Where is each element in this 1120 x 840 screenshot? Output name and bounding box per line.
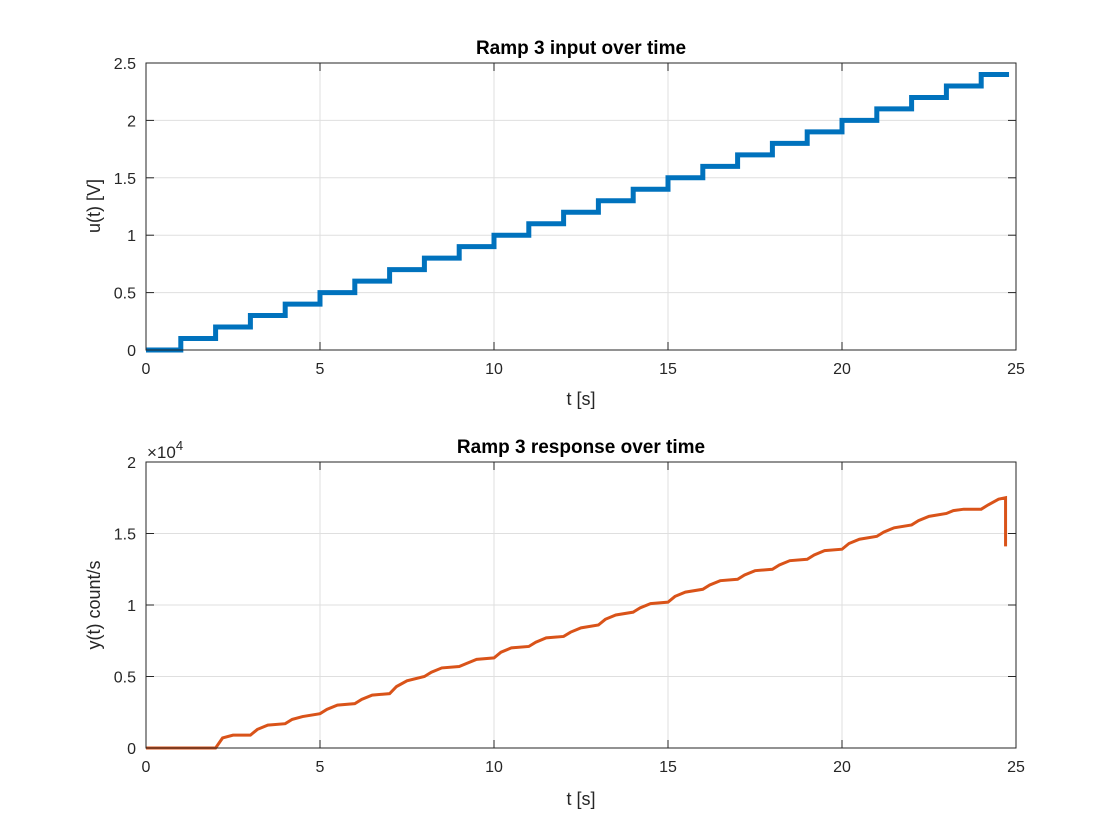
input-plot-area [146, 63, 1016, 350]
input-plot-ytick-label: 0 [127, 343, 136, 360]
response-plot-ytick-label: 0 [127, 741, 136, 758]
response-plot-series-line [146, 495, 1008, 750]
input-plot-ytick-label: 1 [127, 228, 136, 245]
input-plot-xlabel: t [s] [566, 389, 595, 409]
response-plot-ytick-label: 1 [127, 598, 136, 615]
response-plot-xtick-label: 25 [1007, 759, 1025, 776]
input-plot-ylabel: u(t) [V] [84, 179, 104, 233]
input-plot-xtick-label: 10 [485, 361, 503, 378]
input-plot-xtick-label: 0 [142, 361, 151, 378]
response-plot-ylabel: y(t) count/s [84, 560, 104, 649]
response-plot-xtick-label: 10 [485, 759, 503, 776]
response-plot-xtick-label: 5 [316, 759, 325, 776]
input-plot-series-line [146, 71, 1010, 353]
response-plot-title: Ramp 3 response over time [457, 437, 705, 458]
response-plot-xtick-label: 15 [659, 759, 677, 776]
input-plot-ytick-label: 2.5 [114, 56, 136, 73]
response-plot-xlabel: t [s] [566, 789, 595, 809]
response-plot-exponent-base: ×10 [147, 443, 176, 462]
response-plot-xtick-label: 20 [833, 759, 851, 776]
input-plot-ytick-label: 0.5 [114, 286, 136, 303]
input-plot-title: Ramp 3 input over time [476, 38, 686, 59]
response-plot-ytick-label: 2 [127, 455, 136, 472]
response-plot-ticks: 0 5 10 15 20 25 0 0.5 1 1.5 2 [114, 455, 1025, 776]
input-plot: 0 5 10 15 20 25 0 0.5 1 1.5 2 2.5 Ramp 3 input over… [84, 38, 1025, 409]
input-plot-xtick-label: 20 [833, 361, 851, 378]
input-plot-xtick-label: 25 [1007, 361, 1025, 378]
response-plot-exponent-power: 4 [176, 438, 183, 453]
input-plot-ytick-label: 2 [127, 113, 136, 130]
input-plot-xtick-label: 5 [316, 361, 325, 378]
input-plot-frame [145, 62, 1017, 351]
response-plot-series [145, 495, 1008, 750]
response-plot: 0 5 10 15 20 25 0 0.5 1 1.5 2 Ramp 3 response over… [84, 437, 1025, 809]
input-plot-ytick-label: 1.5 [114, 171, 136, 188]
input-plot-ticks: 0 5 10 15 20 25 0 0.5 1 1.5 2 2.5 [114, 56, 1025, 378]
response-plot-xtick-label: 0 [142, 759, 151, 776]
response-plot-exponent: ×104 [147, 438, 183, 462]
input-plot-xtick-label: 15 [659, 361, 677, 378]
response-plot-ytick-label: 1.5 [114, 527, 136, 544]
response-plot-ytick-label: 0.5 [114, 670, 136, 687]
